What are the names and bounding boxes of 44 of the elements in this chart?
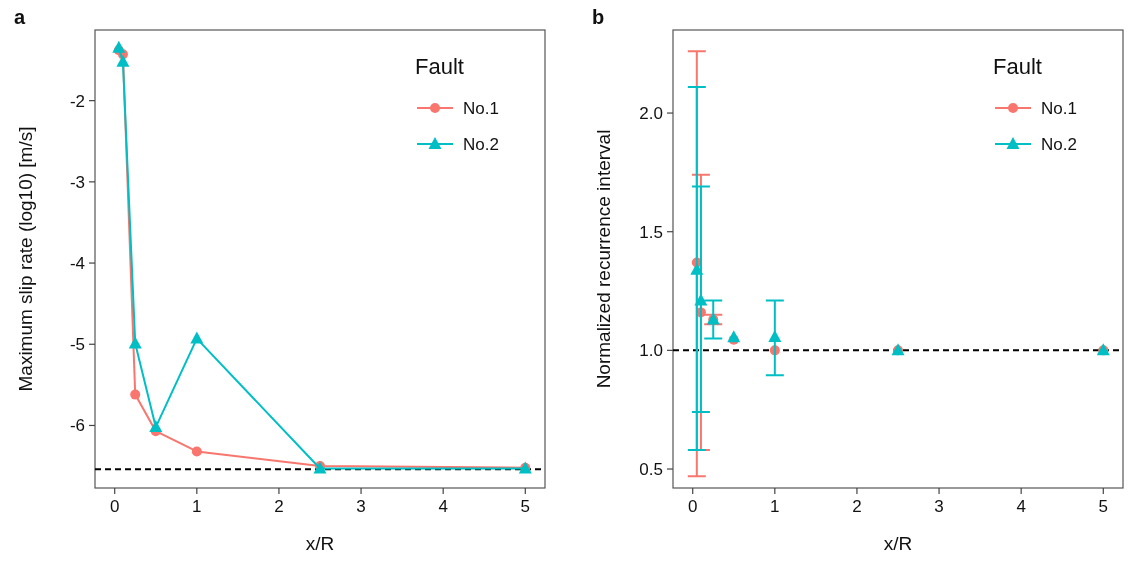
x-tick-label: 3 (934, 497, 944, 516)
x-tick-label: 4 (438, 497, 448, 516)
y-axis-title: Normalized recurrence interval (593, 129, 614, 389)
x-tick-label: 1 (770, 497, 780, 516)
point (727, 330, 741, 343)
point (112, 40, 126, 53)
y-tick-label: -2 (69, 91, 85, 111)
legend-label: No.2 (1041, 135, 1077, 154)
point (149, 420, 163, 433)
x-tick-label: 0 (109, 497, 120, 516)
x-tick-label: 0 (687, 497, 698, 516)
x-tick-label: 2 (852, 497, 862, 516)
y-axis-title: Maximum slip rate (log10) [m/s] (15, 126, 36, 392)
point (130, 389, 141, 400)
chart-title: a (14, 6, 26, 28)
point (128, 336, 142, 349)
y-tick-label: 0.5 (639, 460, 663, 480)
y-tick-label: -6 (69, 416, 85, 436)
legend-title: Fault (993, 54, 1042, 79)
x-tick-label: 3 (356, 497, 366, 516)
point (191, 446, 202, 457)
point (190, 331, 204, 344)
x-tick-label: 1 (192, 497, 202, 516)
y-tick-label: -3 (69, 172, 85, 192)
x-tick-label: 5 (520, 497, 531, 516)
chart-title: b (592, 6, 605, 28)
x-tick-label: 4 (1016, 497, 1026, 516)
legend-label: No.1 (463, 99, 499, 118)
x-tick-label: 5 (1098, 497, 1109, 516)
legend-label: No.1 (1041, 99, 1077, 118)
x-axis-title: x/R (305, 533, 335, 554)
y-tick-label: 1.0 (639, 341, 663, 361)
point (694, 293, 708, 306)
x-axis-title: x/R (883, 533, 913, 554)
point (690, 262, 704, 275)
y-tick-label: -5 (69, 335, 85, 355)
x-tick-label: 2 (274, 497, 284, 516)
point (768, 330, 782, 343)
point (116, 54, 130, 67)
y-tick-label: -4 (69, 254, 85, 274)
legend-label: No.2 (463, 135, 499, 154)
y-tick-label: 1.5 (639, 222, 663, 242)
y-tick-label: 2.0 (639, 104, 663, 124)
legend-title: Fault (415, 54, 464, 79)
